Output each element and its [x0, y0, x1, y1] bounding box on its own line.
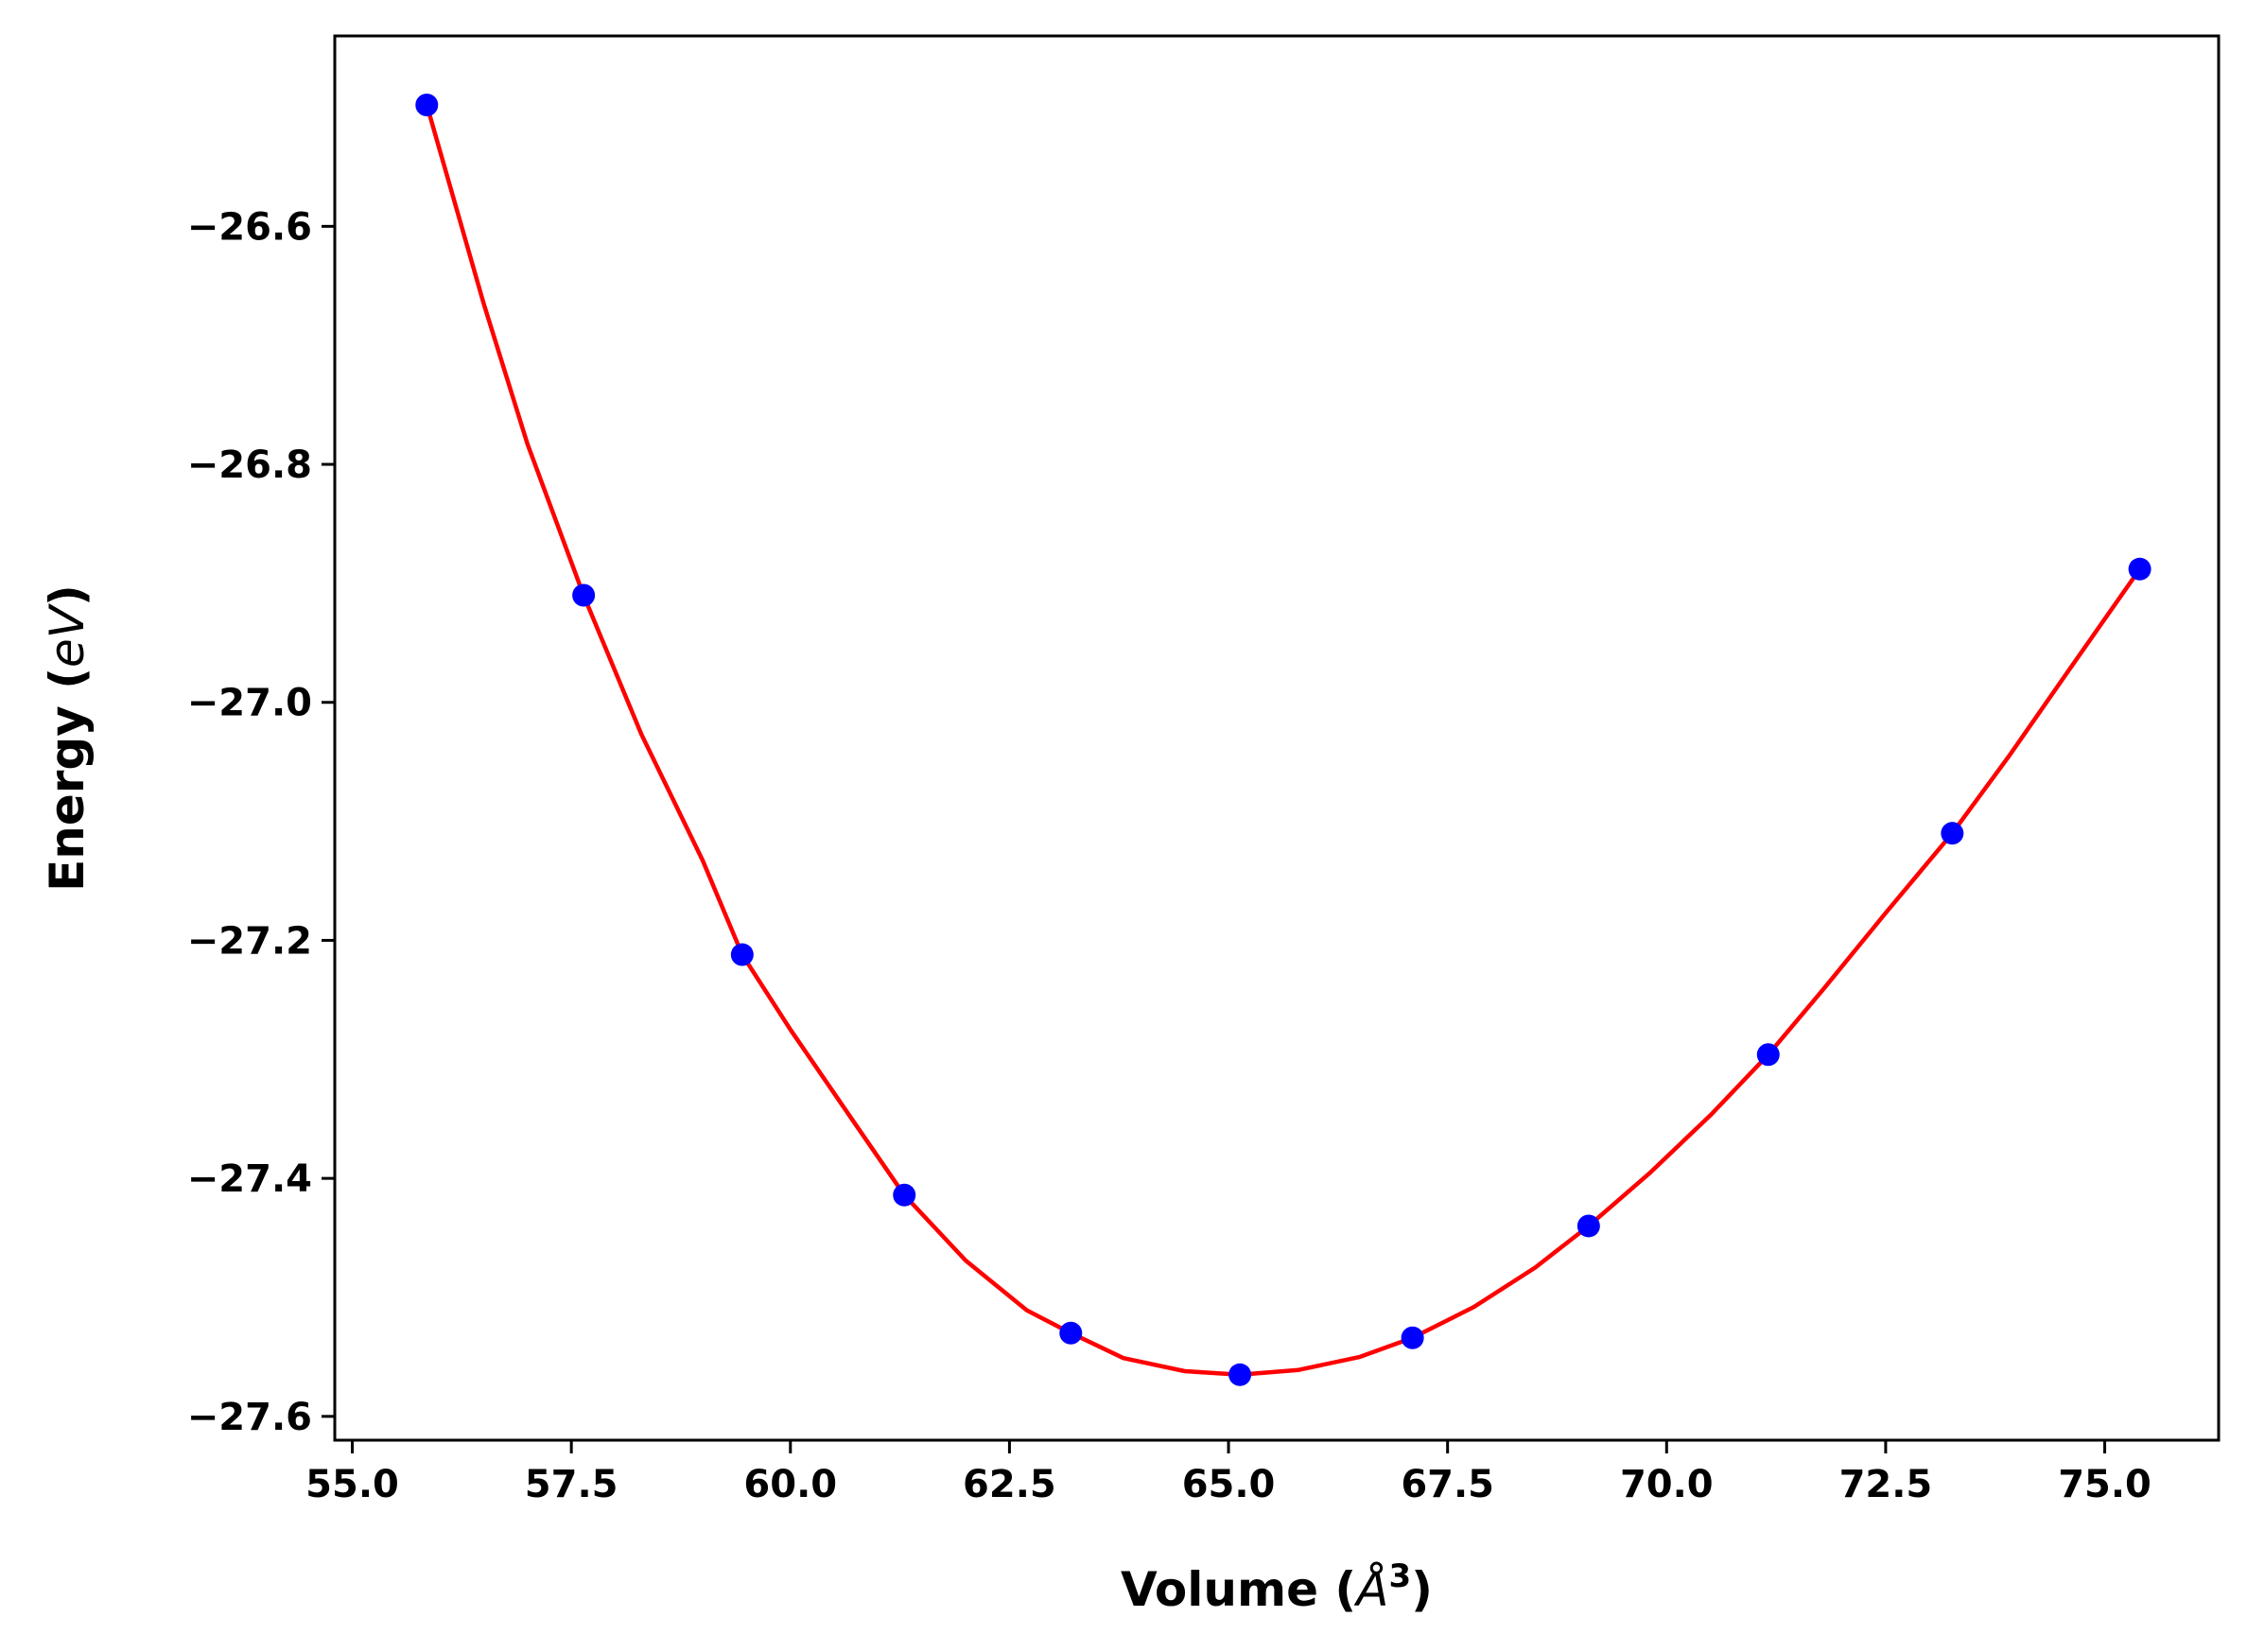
x-tick-label: 75.0	[2058, 1463, 2151, 1506]
y-tick-label: −26.8	[187, 443, 312, 487]
x-tick-label: 55.0	[305, 1463, 399, 1506]
x-axis-title-prefix: Volume (	[1121, 1562, 1356, 1617]
x-axis-title: Volume (Å3)	[1121, 1557, 1433, 1617]
series-layer	[425, 104, 2142, 1378]
y-tick-label: −26.6	[187, 205, 312, 249]
x-tick-label: 57.5	[525, 1463, 618, 1506]
points-layer	[415, 93, 2151, 1386]
data-point	[893, 1183, 916, 1207]
x-axis-title-unit: Å	[1353, 1562, 1388, 1617]
y-tick-label: −27.2	[187, 919, 312, 963]
x-axis-title-suffix: )	[1411, 1562, 1433, 1617]
x-tick-label: 70.0	[1620, 1463, 1714, 1506]
data-point	[1941, 822, 1964, 845]
data-point	[1228, 1363, 1252, 1386]
y-axis-ticks: −26.6 −26.8 −27.0 −27.2 −27.4 −27.6	[187, 205, 335, 1439]
y-tick-label: −27.0	[187, 682, 312, 725]
data-point	[2128, 557, 2151, 581]
data-point	[1576, 1214, 1600, 1238]
data-point	[415, 93, 439, 116]
y-axis-title: Energy (eV)	[40, 584, 95, 892]
y-axis-title-unit: eV	[40, 602, 95, 668]
y-axis-title-suffix: )	[40, 584, 95, 606]
x-tick-label: 60.0	[743, 1463, 837, 1506]
data-point	[730, 943, 754, 966]
data-point	[1401, 1326, 1424, 1349]
plot-area-frame	[333, 34, 2221, 1442]
x-axis-ticks: 55.0 57.5 60.0 62.5 65.0 67.5 70.0 72.5 75.0	[305, 1440, 2151, 1506]
x-tick-label: 62.5	[963, 1463, 1056, 1506]
y-axis-title-prefix: Energy (	[40, 668, 95, 892]
y-tick-label: −27.6	[187, 1396, 312, 1439]
x-tick-label: 65.0	[1182, 1463, 1276, 1506]
x-tick-label: 67.5	[1401, 1463, 1494, 1506]
x-axis-title-exponent: 3	[1389, 1557, 1412, 1595]
data-point	[1059, 1321, 1083, 1345]
y-tick-label: −27.4	[187, 1157, 312, 1201]
x-tick-label: 72.5	[1839, 1463, 1933, 1506]
fit-curve-line	[425, 104, 2142, 1378]
data-point	[1756, 1043, 1780, 1067]
data-point	[572, 583, 596, 607]
